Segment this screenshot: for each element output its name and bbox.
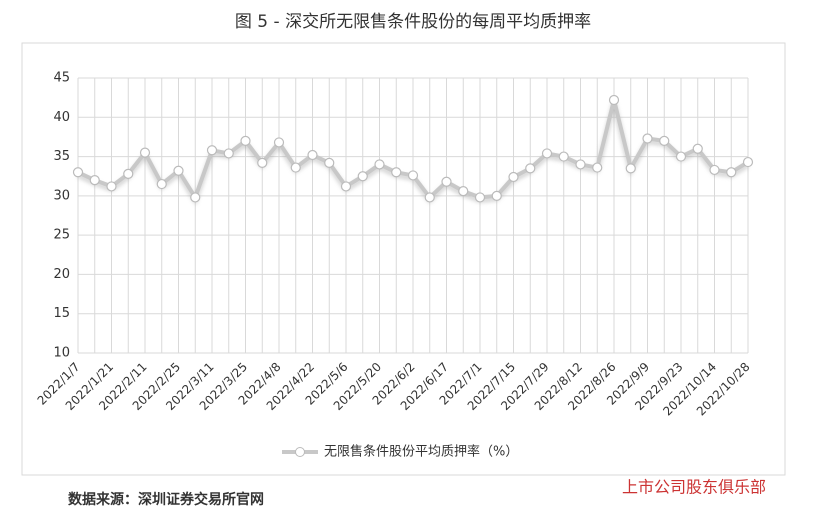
legend-marker (295, 447, 305, 457)
y-tick-label: 45 (53, 71, 70, 86)
data-point (89, 175, 100, 186)
y-tick-label: 35 (53, 149, 70, 164)
data-point (709, 164, 720, 176)
data-point (257, 157, 268, 168)
data-point (173, 165, 184, 176)
data-point (458, 186, 469, 197)
data-point (608, 94, 620, 106)
source-note: 数据来源：深圳证券交易所官网 (68, 491, 264, 508)
data-point (525, 163, 536, 174)
data-point (307, 149, 318, 161)
data-point (575, 159, 586, 170)
y-tick-label: 15 (53, 306, 70, 321)
data-point (123, 168, 134, 179)
data-point (240, 135, 251, 146)
chart-border (21, 42, 786, 476)
data-point (424, 192, 435, 203)
data-point (223, 148, 234, 159)
data-point (139, 147, 151, 158)
data-point (592, 162, 603, 173)
data-point (508, 171, 519, 183)
data-point (474, 192, 486, 203)
y-tick-label: 10 (53, 346, 70, 361)
data-point (357, 171, 368, 182)
y-tick-label: 25 (53, 228, 70, 243)
data-point (374, 159, 385, 170)
data-point (659, 135, 670, 146)
legend-label: 无限售条件股份平均质押率（%） (324, 444, 518, 460)
data-point (491, 190, 502, 201)
data-point (642, 133, 653, 144)
data-point (206, 145, 218, 156)
data-point (675, 151, 687, 162)
data-point (625, 163, 636, 174)
y-tick-label: 30 (53, 188, 70, 203)
data-point (106, 181, 117, 192)
watermark: 上市公司股东俱乐部 (622, 478, 766, 497)
data-point (156, 178, 167, 190)
data-point (742, 156, 754, 168)
data-point (190, 192, 201, 203)
y-tick-label: 20 (53, 267, 70, 282)
data-point (726, 167, 737, 178)
data-point (558, 151, 569, 162)
data-point (273, 137, 285, 148)
data-point (72, 167, 84, 178)
data-point (692, 143, 703, 154)
data-point (340, 181, 352, 192)
data-point (290, 162, 301, 173)
data-point (541, 148, 553, 159)
data-point (391, 167, 402, 178)
y-tick-label: 40 (53, 110, 70, 125)
chart-title: 图 5 - 深交所无限售条件股份的每周平均质押率 (235, 12, 591, 32)
data-point (407, 170, 419, 181)
data-point (324, 157, 335, 168)
data-point (441, 176, 452, 187)
